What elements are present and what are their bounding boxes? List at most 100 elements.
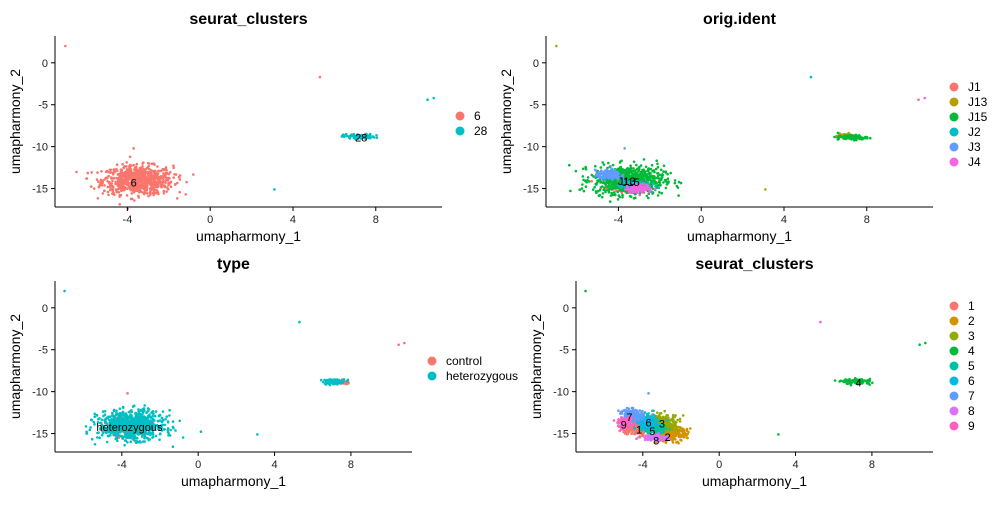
point [172, 445, 175, 448]
point [375, 134, 378, 137]
y-axis-label: umapharmony_2 [7, 69, 23, 174]
point [125, 180, 128, 183]
point [582, 175, 585, 178]
point [669, 428, 672, 431]
point [175, 173, 178, 176]
point [123, 413, 126, 416]
point [595, 192, 598, 195]
point [164, 418, 167, 421]
point [644, 411, 647, 414]
point [655, 159, 658, 162]
legend-key [428, 357, 437, 366]
point [649, 172, 652, 175]
point [138, 169, 141, 172]
point [659, 184, 662, 187]
point [646, 176, 649, 179]
point [133, 199, 136, 202]
point [673, 437, 676, 440]
point [161, 417, 164, 420]
point [85, 177, 88, 180]
point [641, 189, 644, 192]
cluster-label: heterozygous [96, 422, 163, 434]
point [172, 420, 175, 423]
point [160, 177, 163, 180]
point [592, 188, 595, 191]
point [844, 134, 847, 137]
point [116, 439, 119, 442]
point [764, 188, 767, 191]
point [105, 177, 108, 180]
point [103, 189, 106, 192]
point [167, 184, 170, 187]
point [144, 168, 147, 171]
point [331, 379, 334, 382]
point [165, 415, 168, 418]
point [568, 164, 571, 167]
point [178, 191, 181, 194]
point [147, 195, 150, 198]
point [663, 165, 666, 168]
point [153, 182, 156, 185]
point [122, 167, 125, 170]
point [619, 196, 622, 199]
point [154, 189, 157, 192]
point [101, 434, 104, 437]
point [655, 181, 658, 184]
point [344, 382, 347, 385]
point [866, 381, 869, 384]
point [869, 378, 872, 381]
point [679, 418, 682, 421]
point [157, 183, 160, 186]
y-tick-label: -10 [523, 142, 539, 154]
point [109, 434, 112, 437]
point [192, 173, 195, 176]
point [133, 404, 136, 407]
point [118, 183, 121, 186]
point [653, 169, 656, 172]
legend-key [950, 83, 959, 92]
point [601, 176, 604, 179]
point [868, 383, 871, 386]
point [668, 419, 671, 422]
point [167, 179, 170, 182]
point [129, 416, 132, 419]
point [682, 433, 685, 436]
point [648, 175, 651, 178]
legend-label: J1 [968, 80, 981, 94]
point [582, 179, 585, 182]
point [348, 135, 351, 138]
legend-key [950, 98, 959, 107]
point [94, 443, 97, 446]
point [322, 381, 325, 384]
y-tick-label: 0 [42, 303, 48, 315]
point [89, 429, 92, 432]
point [843, 137, 846, 140]
point [555, 45, 558, 48]
cluster-label: 6 [131, 178, 137, 190]
point [658, 186, 661, 189]
point [624, 170, 627, 173]
point [176, 197, 179, 200]
point [97, 197, 100, 200]
point [569, 190, 572, 193]
point [614, 186, 617, 189]
y-tick-label: 0 [42, 58, 48, 70]
y-tick-label: -5 [529, 100, 539, 112]
point [122, 411, 125, 414]
point [162, 181, 165, 184]
point [115, 188, 118, 191]
point [158, 180, 161, 183]
point [170, 185, 173, 188]
point [837, 132, 840, 135]
legend-key [950, 113, 959, 122]
point [864, 137, 867, 140]
legend-key [428, 372, 437, 381]
point [163, 192, 166, 195]
point [130, 198, 133, 201]
point [626, 167, 629, 170]
point [642, 177, 645, 180]
panel-title: seurat_clusters [695, 256, 813, 273]
point [112, 172, 115, 175]
